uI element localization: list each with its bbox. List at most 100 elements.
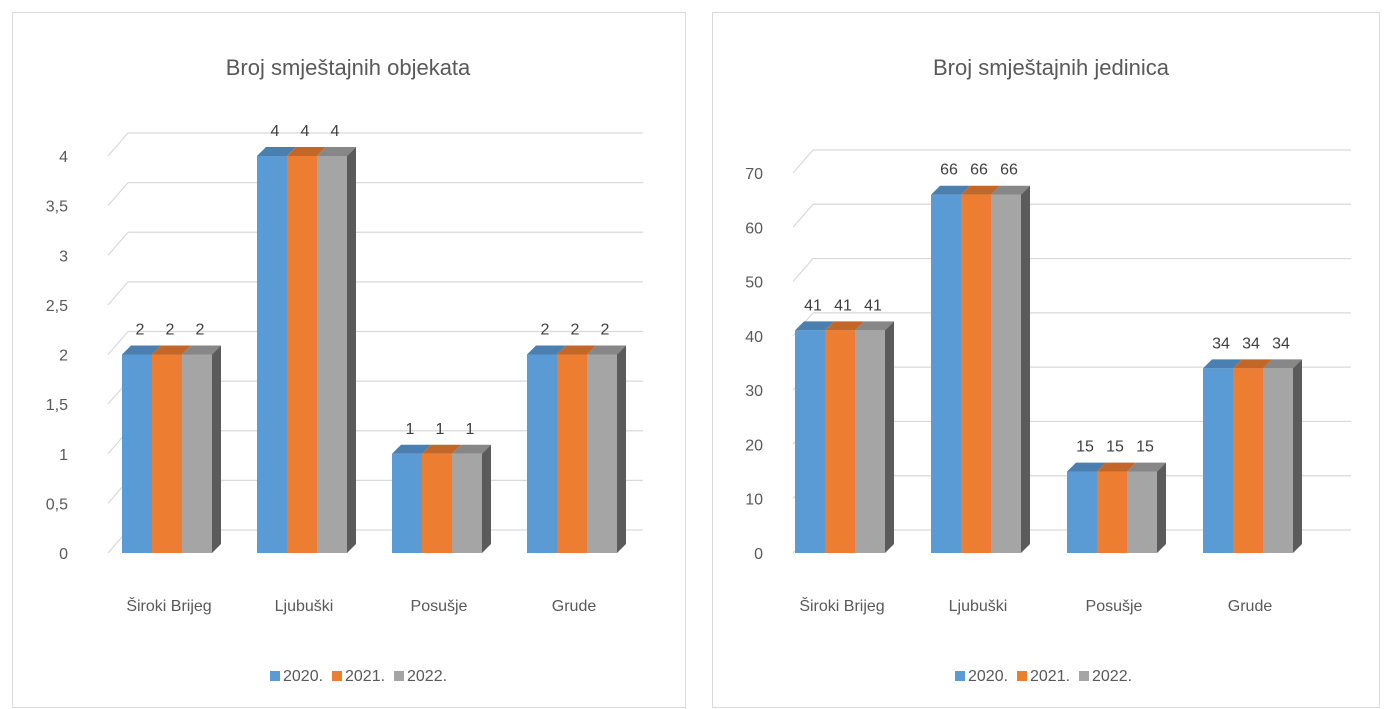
bar-2021-1 bbox=[961, 194, 991, 553]
bar-2021-3 bbox=[557, 354, 587, 553]
data-label: 41 bbox=[834, 297, 852, 314]
x-tick-label: Grude bbox=[1228, 598, 1273, 615]
y-tick-label: 2 bbox=[59, 348, 68, 365]
y-tick-label: 40 bbox=[745, 329, 763, 346]
bar-top-face bbox=[991, 185, 1030, 195]
bar-top-face bbox=[317, 147, 356, 156]
y-tick-label: 3 bbox=[59, 248, 68, 265]
y-tick-label: 1,5 bbox=[46, 397, 68, 414]
y-tick-label: 10 bbox=[745, 492, 763, 509]
data-label: 2 bbox=[196, 322, 205, 339]
bar-top-face bbox=[152, 345, 191, 355]
x-tick-label: Posušje bbox=[1086, 598, 1143, 615]
legend-swatch bbox=[955, 671, 965, 681]
bars bbox=[795, 185, 1302, 553]
data-label: 66 bbox=[940, 162, 958, 179]
y-tick-label: 30 bbox=[745, 383, 763, 400]
bar-2022-2 bbox=[452, 453, 482, 553]
x-tick-label: Široki Brijeg bbox=[126, 596, 211, 615]
y-tick-label: 2,5 bbox=[46, 298, 68, 315]
legend-swatch bbox=[332, 671, 342, 681]
data-label: 34 bbox=[1212, 335, 1230, 352]
bar-2020-2 bbox=[392, 453, 422, 553]
x-tick-label: Grude bbox=[552, 598, 597, 615]
y-tick-label: 3,5 bbox=[46, 199, 68, 216]
data-label: 15 bbox=[1106, 439, 1124, 456]
bar-side-face bbox=[1293, 359, 1302, 553]
chart-units: Broj smještajnih jedinica 0 10 20 30 40 50 60 70… bbox=[745, 55, 1351, 685]
bar-2021-2 bbox=[422, 453, 452, 553]
gridline-diagonal bbox=[792, 203, 814, 228]
y-tick-label: 50 bbox=[745, 275, 763, 292]
bar-top-face bbox=[1097, 462, 1136, 472]
bar-2022-1 bbox=[991, 194, 1021, 553]
gridline-diagonal bbox=[792, 149, 814, 174]
data-label: 4 bbox=[331, 123, 340, 140]
data-label: 66 bbox=[1000, 162, 1018, 179]
bar-2020-1 bbox=[257, 156, 287, 553]
y-tick-label: 4 bbox=[59, 149, 68, 166]
y-tick-label: 0,5 bbox=[46, 496, 68, 513]
legend-label: 2022. bbox=[1092, 668, 1132, 685]
chart-objects: Broj smještajnih objekata 0 0,5 1 1,5 2 2,5 3 3,… bbox=[46, 55, 643, 685]
data-label: 2 bbox=[136, 322, 145, 339]
bar-2020-3 bbox=[1203, 368, 1233, 553]
bar-side-face bbox=[617, 345, 626, 553]
chart-panel-objects: Broj smještajnih objekata 0 0,5 1 1,5 2 2,5 3 3,… bbox=[12, 12, 686, 708]
bar-2020-0 bbox=[795, 330, 825, 553]
bar-2020-3 bbox=[527, 354, 557, 553]
chart-panel-units: Broj smještajnih jedinica 0 10 20 30 40 50 60 70… bbox=[712, 12, 1380, 708]
bar-side-face bbox=[1021, 185, 1030, 553]
bar-top-face bbox=[931, 185, 970, 195]
bar-side-face bbox=[347, 147, 356, 553]
data-label: 4 bbox=[271, 123, 280, 140]
bar-side-face bbox=[482, 444, 491, 553]
bars bbox=[122, 147, 626, 553]
bar-2022-0 bbox=[855, 330, 885, 553]
y-tick-label: 0 bbox=[754, 546, 763, 563]
data-label: 41 bbox=[864, 297, 882, 314]
bar-top-face bbox=[1233, 359, 1272, 369]
y-tick-label: 1 bbox=[59, 447, 68, 464]
x-tick-label: Široki Brijeg bbox=[799, 596, 884, 615]
bar-top-face bbox=[1203, 359, 1242, 369]
legend-label: 2020. bbox=[968, 668, 1008, 685]
data-label: 1 bbox=[466, 421, 475, 438]
data-label: 15 bbox=[1076, 439, 1094, 456]
x-tick-label: Ljubuški bbox=[275, 598, 334, 615]
bar-top-face bbox=[257, 147, 296, 156]
bar-top-face bbox=[527, 345, 566, 355]
bar-top-face bbox=[587, 345, 626, 355]
y-tick-label: 70 bbox=[745, 166, 763, 183]
data-label: 2 bbox=[601, 322, 610, 339]
bar-2021-1 bbox=[287, 156, 317, 553]
data-label: 34 bbox=[1242, 335, 1260, 352]
y-tick-label: 0 bbox=[59, 546, 68, 563]
bar-2022-2 bbox=[1127, 471, 1157, 553]
data-label: 4 bbox=[301, 123, 310, 140]
bar-top-face bbox=[855, 321, 894, 331]
legend-label: 2020. bbox=[283, 668, 323, 685]
legend-swatch bbox=[394, 671, 404, 681]
bar-2021-3 bbox=[1233, 368, 1263, 553]
chart-title: Broj smještajnih jedinica bbox=[933, 55, 1170, 80]
bar-side-face bbox=[885, 321, 894, 553]
data-label: 2 bbox=[541, 322, 550, 339]
bar-2021-2 bbox=[1097, 471, 1127, 553]
data-label: 66 bbox=[970, 162, 988, 179]
bar-side-face bbox=[1157, 462, 1166, 553]
x-tick-label: Ljubuški bbox=[949, 598, 1008, 615]
bar-top-face bbox=[961, 185, 1000, 195]
y-tick-label: 20 bbox=[745, 437, 763, 454]
bar-top-face bbox=[182, 345, 221, 355]
gridline-diagonal bbox=[107, 182, 129, 207]
bar-top-face bbox=[1263, 359, 1302, 369]
bar-side-face bbox=[212, 345, 221, 553]
gridline-diagonal bbox=[107, 132, 129, 157]
bar-top-face bbox=[422, 444, 461, 454]
gridline-diagonal bbox=[107, 331, 129, 355]
bar-2020-2 bbox=[1067, 471, 1097, 553]
legend-label: 2021. bbox=[1030, 668, 1070, 685]
bar-top-face bbox=[1127, 462, 1166, 472]
data-label: 41 bbox=[804, 297, 822, 314]
